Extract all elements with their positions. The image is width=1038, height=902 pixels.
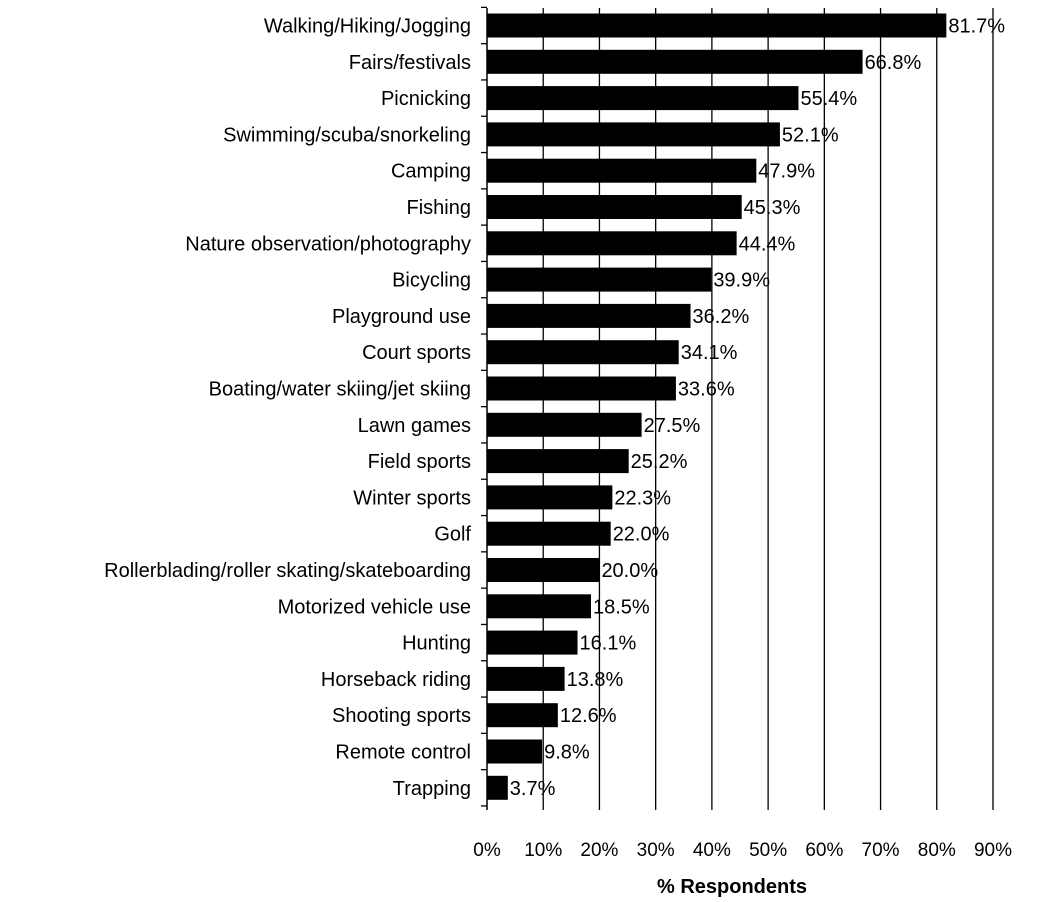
category-label: Picnicking <box>381 88 471 110</box>
value-label: 66.8% <box>865 52 922 74</box>
bar <box>487 376 676 401</box>
value-label: 27.5% <box>644 415 701 437</box>
category-label: Bicycling <box>392 270 471 292</box>
category-label: Winter sports <box>353 487 471 509</box>
category-label: Fairs/festivals <box>349 52 471 74</box>
x-tick-labels: 0% 10% 20% 30% 40% 50% 60% 70% 80% 90% <box>473 840 1012 861</box>
bar <box>487 594 592 619</box>
category-label: Hunting <box>402 633 471 655</box>
value-label: 25.2% <box>631 451 688 473</box>
category-label: Walking/Hiking/Jogging <box>264 16 471 38</box>
y-axis <box>481 6 488 810</box>
x-tick-label: 10% <box>524 840 562 861</box>
value-label: 55.4% <box>800 88 857 110</box>
bar <box>487 158 757 183</box>
category-label: Motorized vehicle use <box>278 596 471 618</box>
category-label: Field sports <box>368 451 471 473</box>
value-labels: 81.7% 66.8% 55.4% 52.1% 47.9% 45.3% 44.4% 39.9%… <box>510 16 1005 800</box>
category-label: Remote control <box>335 742 471 764</box>
bar <box>487 666 565 691</box>
value-label: 22.0% <box>613 524 670 546</box>
bar <box>487 122 780 147</box>
bar <box>487 267 712 292</box>
bar <box>487 303 691 328</box>
x-tick-label: 30% <box>637 840 675 861</box>
x-axis-title: % Respondents <box>657 876 807 898</box>
bar <box>487 412 642 437</box>
category-label: Lawn games <box>358 415 471 437</box>
value-label: 52.1% <box>782 124 839 146</box>
category-label: Golf <box>434 524 471 546</box>
category-label: Fishing <box>407 197 471 219</box>
value-label: 81.7% <box>948 16 1005 38</box>
bar <box>487 775 508 800</box>
value-label: 33.6% <box>678 379 735 401</box>
bar <box>487 485 613 510</box>
category-label: Shooting sports <box>332 705 471 727</box>
value-label: 20.0% <box>601 560 658 582</box>
x-tick-label: 20% <box>580 840 618 861</box>
category-label: Rollerblading/roller skating/skateboardi… <box>104 560 471 582</box>
value-label: 13.8% <box>567 669 624 691</box>
bar <box>487 558 600 582</box>
category-label: Swimming/scuba/snorkeling <box>223 124 471 146</box>
x-tick-label: 60% <box>805 840 843 861</box>
category-label: Trapping <box>393 778 471 800</box>
value-label: 3.7% <box>510 778 556 800</box>
category-label: Horseback riding <box>321 669 471 691</box>
bar <box>487 630 578 655</box>
x-tick-label: 80% <box>918 840 956 861</box>
bar <box>487 195 742 219</box>
category-label: Playground use <box>332 306 471 328</box>
value-label: 9.8% <box>544 742 590 764</box>
x-tick-label: 0% <box>473 840 501 861</box>
x-tick-label: 40% <box>693 840 731 861</box>
value-label: 22.3% <box>614 487 671 509</box>
value-label: 34.1% <box>681 342 738 364</box>
x-tick-label: 90% <box>974 840 1012 861</box>
value-label: 36.2% <box>693 306 750 328</box>
value-label: 45.3% <box>744 197 801 219</box>
category-label: Nature observation/photography <box>185 233 471 255</box>
value-label: 16.1% <box>580 633 637 655</box>
bar <box>487 449 629 474</box>
value-label: 47.9% <box>758 161 815 183</box>
category-label: Boating/water skiing/jet skiing <box>209 379 471 401</box>
value-label: 39.9% <box>713 270 770 292</box>
bar <box>487 231 737 256</box>
x-tick-label: 50% <box>749 840 787 861</box>
bar <box>487 739 543 764</box>
bar <box>487 521 611 546</box>
bar <box>487 340 679 365</box>
category-label: Camping <box>391 161 471 183</box>
category-label: Court sports <box>362 342 471 364</box>
bar <box>487 13 947 38</box>
bar <box>487 86 799 111</box>
value-label: 44.4% <box>739 233 796 255</box>
bars <box>487 13 947 800</box>
value-label: 18.5% <box>593 596 650 618</box>
category-labels: Walking/Hiking/Jogging Fairs/festivals Pic… <box>104 16 471 800</box>
bar <box>487 703 558 728</box>
x-tick-label: 70% <box>862 840 900 861</box>
value-label: 12.6% <box>560 705 617 727</box>
bar <box>487 49 863 74</box>
